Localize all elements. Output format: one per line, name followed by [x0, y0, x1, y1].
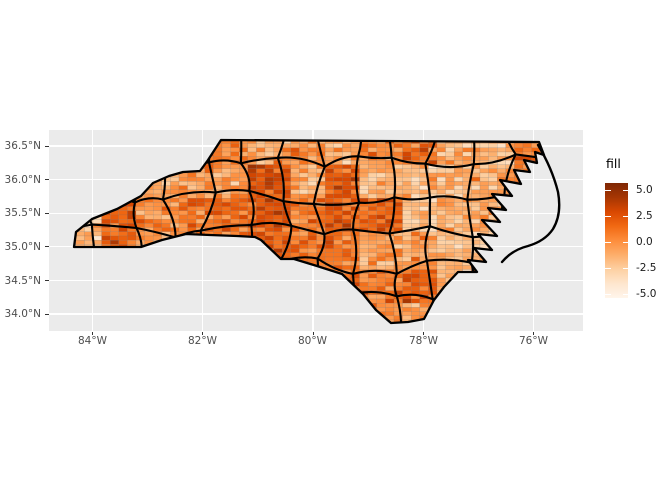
gridline-vertical	[312, 130, 314, 331]
gridline-vertical	[532, 130, 535, 331]
gridline-horizontal	[49, 313, 583, 315]
x-axis-tick	[422, 331, 424, 335]
legend-colorbar-tick	[622, 268, 628, 269]
gridline-horizontal	[49, 145, 583, 147]
gridline-horizontal	[49, 279, 583, 282]
y-axis-tick	[44, 145, 49, 147]
y-tick-label: 35.5°N	[4, 207, 41, 219]
y-axis-tick	[44, 279, 49, 281]
legend-colorbar-tick	[622, 294, 628, 295]
legend-tick-label: 5.0	[636, 184, 653, 196]
legend-colorbar-tick	[605, 190, 611, 191]
x-axis-tick	[533, 331, 534, 335]
x-tick-label: 82°W	[188, 335, 217, 347]
gridline-horizontal	[49, 212, 583, 214]
y-axis-tick	[44, 212, 49, 214]
legend-tick-label: 2.5	[636, 210, 653, 222]
y-tick-label: 36.5°N	[4, 140, 41, 152]
legend-colorbar-tick	[605, 268, 611, 269]
legend-colorbar-tick	[622, 216, 628, 217]
gridline-horizontal	[49, 178, 583, 181]
y-axis-tick	[44, 246, 49, 248]
legend-tick-label: -2.5	[636, 262, 657, 274]
y-tick-label: 34.0°N	[4, 308, 41, 320]
legend-tick-label: 0.0	[636, 236, 653, 248]
legend-tick-label: -5.0	[636, 288, 657, 300]
x-axis-tick	[202, 331, 204, 335]
gridline-vertical	[422, 130, 424, 331]
legend-colorbar	[605, 183, 628, 298]
legend-colorbar-tick	[605, 216, 611, 217]
legend-colorbar-tick	[605, 294, 611, 295]
y-tick-label: 36.0°N	[4, 174, 41, 186]
x-tick-label: 84°W	[78, 335, 107, 347]
gridline-vertical	[91, 130, 94, 331]
x-axis-tick	[312, 331, 314, 335]
x-tick-label: 78°W	[409, 335, 438, 347]
y-axis-tick	[44, 313, 49, 315]
gridline-vertical	[202, 130, 204, 331]
legend-colorbar-tick	[605, 242, 611, 243]
legend-title: fill	[606, 156, 621, 171]
legend-colorbar-tick	[622, 242, 628, 243]
y-axis-tick	[44, 179, 49, 181]
legend-colorbar-tick	[622, 190, 628, 191]
x-axis-tick	[92, 331, 93, 335]
x-tick-label: 80°W	[298, 335, 327, 347]
plot-panel	[49, 130, 583, 331]
y-tick-label: 35.0°N	[4, 241, 41, 253]
gridline-horizontal	[49, 246, 583, 248]
x-tick-label: 76°W	[519, 335, 548, 347]
y-tick-label: 34.5°N	[4, 275, 41, 287]
